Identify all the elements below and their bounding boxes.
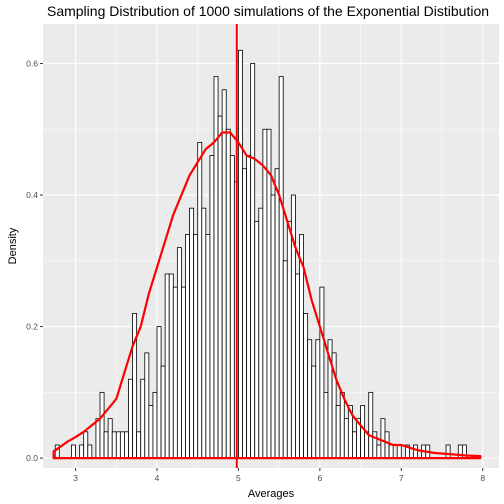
histogram-bar	[282, 260, 288, 459]
histogram-bar	[315, 339, 321, 459]
histogram-bar	[368, 391, 374, 459]
histogram-bar	[103, 431, 109, 459]
histogram-bar	[250, 63, 256, 459]
histogram-bar	[286, 220, 292, 459]
histogram-bar	[217, 115, 223, 459]
histogram-bar	[307, 339, 313, 459]
histogram-bar	[278, 76, 284, 459]
histogram-bar	[262, 128, 268, 459]
x-tick-label: 8	[480, 473, 485, 483]
histogram-bar	[160, 365, 166, 459]
histogram-bar	[270, 194, 276, 459]
histogram-bar	[148, 405, 154, 459]
histogram-bar	[124, 431, 129, 459]
histogram-bar	[352, 431, 357, 459]
histogram-bar	[119, 431, 125, 459]
histogram-bar	[107, 418, 113, 459]
histogram-bar	[254, 220, 260, 459]
histogram-bar	[388, 444, 394, 459]
histogram-bar	[172, 286, 178, 459]
histogram-bar	[295, 273, 300, 459]
histogram-bar	[185, 234, 190, 459]
histogram-bar	[246, 155, 252, 459]
y-tick-label: 0.2	[26, 322, 38, 332]
histogram-bar	[140, 378, 146, 459]
x-axis-label: Averages	[248, 488, 295, 500]
histogram-bar	[303, 313, 309, 459]
histogram-bar	[376, 444, 382, 459]
histogram-bar	[87, 444, 93, 459]
y-tick-label: 0.4	[26, 190, 38, 200]
histogram-bar	[164, 273, 170, 459]
x-tick-label: 7	[399, 473, 404, 483]
histogram-bar	[189, 207, 195, 459]
histogram-bar	[201, 207, 207, 459]
x-tick-label: 3	[73, 473, 78, 483]
histogram-bar	[274, 168, 280, 459]
histogram-bar	[181, 286, 186, 459]
density-curve-layer	[52, 131, 482, 460]
histogram-bar	[311, 365, 317, 459]
y-tick-label: 0.0	[26, 453, 38, 463]
histogram-bar	[176, 247, 182, 459]
x-tick-label: 5	[236, 473, 241, 483]
histogram-bar	[79, 444, 85, 459]
histogram-bar	[156, 326, 162, 459]
histogram-bar	[413, 444, 418, 459]
histogram-bar	[136, 431, 142, 459]
histogram-bar	[197, 141, 203, 459]
x-axis: 3 4 5 6 7 8	[73, 468, 485, 483]
histogram-bar	[319, 286, 325, 459]
histogram-bar	[323, 391, 329, 459]
histogram-bar	[111, 431, 117, 459]
histogram-bar	[360, 405, 366, 459]
histogram-bar	[229, 155, 235, 459]
histogram-bars	[54, 49, 467, 459]
y-axis-label: Density	[7, 227, 19, 264]
histogram-bar	[95, 418, 101, 459]
x-tick-label: 6	[317, 473, 322, 483]
histogram-bar	[221, 89, 227, 459]
histogram-bar	[335, 405, 341, 459]
histogram-bar	[225, 128, 231, 459]
x-tick-label: 4	[155, 473, 160, 483]
histogram-bar	[99, 391, 105, 459]
histogram-bar	[445, 444, 451, 459]
y-tick-label: 0.6	[26, 58, 38, 68]
histogram-bar	[205, 234, 211, 459]
histogram-bar	[238, 49, 243, 459]
histogram-bar	[152, 391, 158, 459]
y-axis: 0.0 0.2 0.4 0.6	[26, 58, 43, 463]
histogram-bar	[266, 128, 272, 459]
histogram-bar	[128, 378, 133, 459]
histogram-bar	[258, 207, 264, 459]
histogram-bar	[384, 431, 390, 459]
histogram-bar	[144, 352, 150, 459]
histogram-bar	[242, 168, 247, 459]
histogram-bar	[209, 155, 215, 459]
chart-title: Sampling Distribution of 1000 simulation…	[47, 3, 489, 19]
histogram-bar	[193, 234, 199, 459]
density-curve	[52, 131, 482, 460]
histogram-bar	[71, 444, 76, 459]
histogram-bar	[83, 431, 89, 459]
histogram-bar	[372, 431, 378, 459]
histogram-bar	[168, 273, 174, 459]
histogram-bar	[343, 418, 349, 459]
histogram-bar	[380, 418, 386, 459]
histogram-bar	[213, 76, 219, 459]
histogram-bar	[339, 391, 345, 459]
histogram-bar	[115, 431, 121, 459]
histogram-bar	[396, 444, 402, 459]
